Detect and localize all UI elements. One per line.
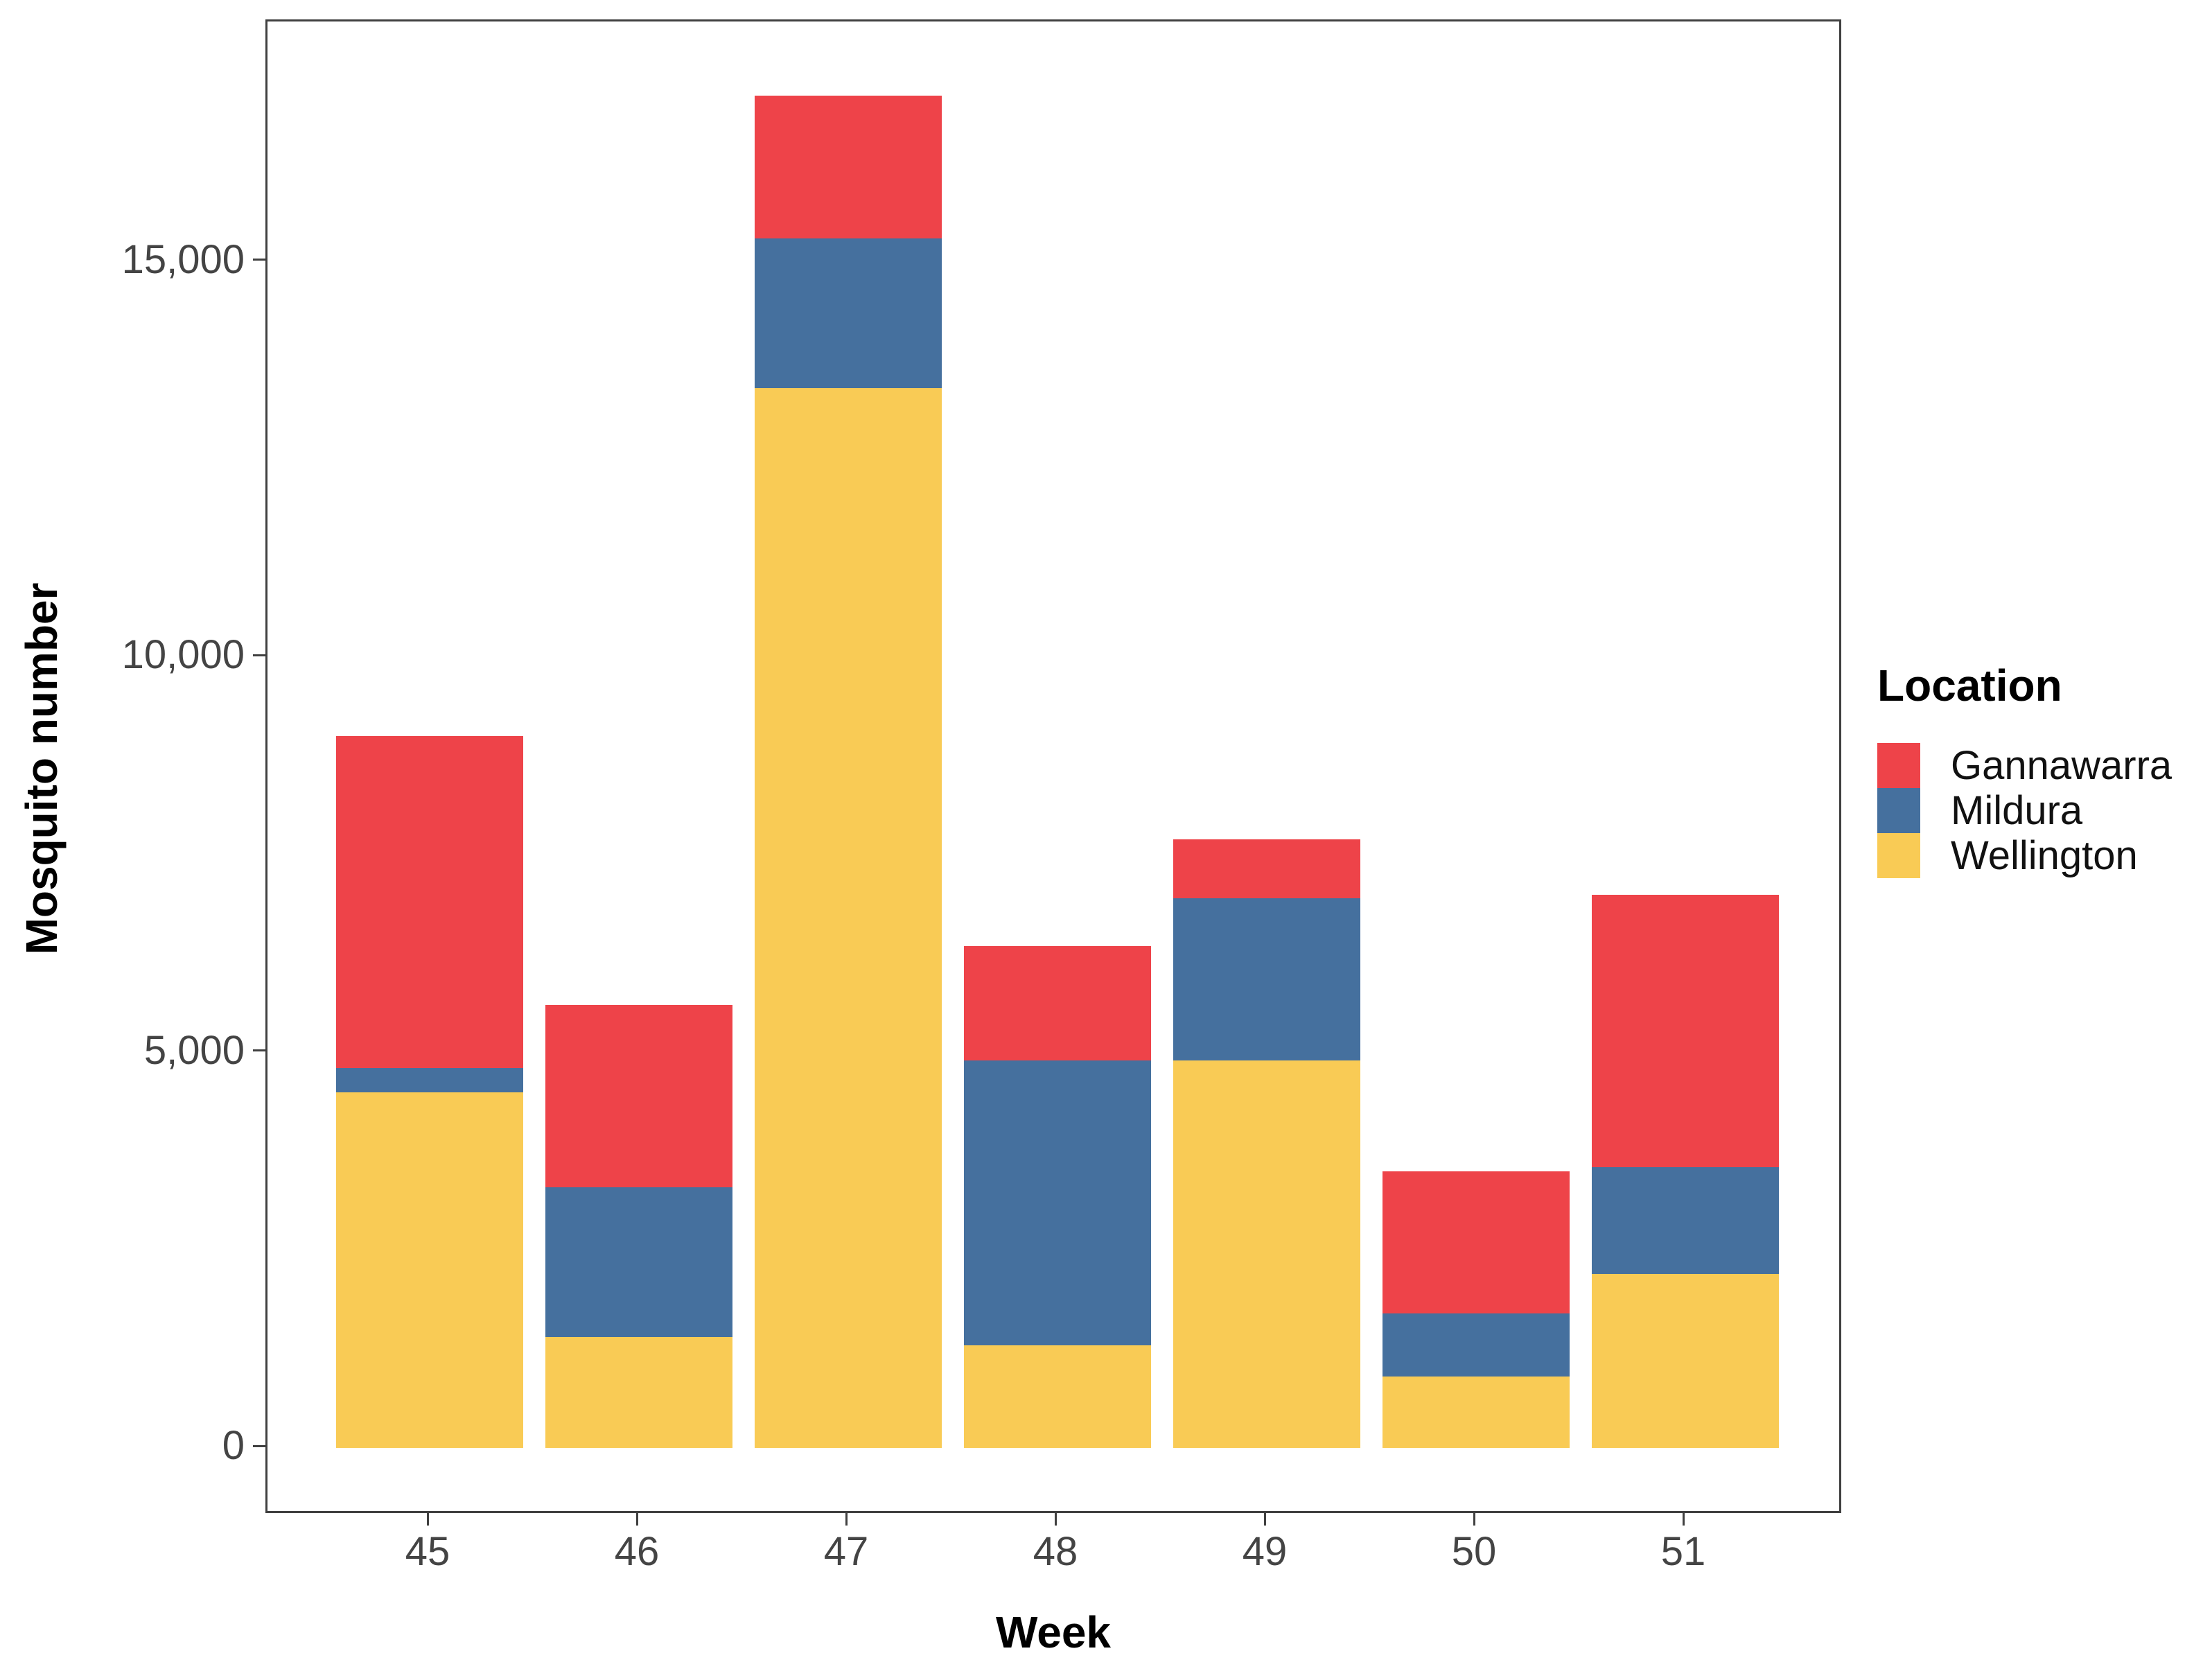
legend-swatch-wellington — [1877, 833, 1920, 878]
legend-entry-gannawarra: Gannawarra — [1877, 743, 2172, 788]
x-tick-mark — [426, 1513, 429, 1526]
bar-week-48-wellington — [964, 1345, 1151, 1448]
bar-week-47-mildura — [755, 238, 942, 389]
bar-week-46-wellington — [545, 1337, 732, 1448]
bar-week-47-wellington — [755, 388, 942, 1448]
y-axis-title: Mosquito number — [17, 582, 67, 955]
bar-week-51-wellington — [1592, 1274, 1779, 1448]
bar-week-51-gannawarra — [1592, 894, 1779, 1168]
plot-panel — [265, 19, 1841, 1513]
y-tick-mark — [253, 1444, 265, 1447]
y-tick-mark — [253, 654, 265, 656]
bar-week-49-gannawarra — [1173, 839, 1360, 899]
legend-label-wellington: Wellington — [1951, 833, 2138, 878]
bar-week-45-wellington — [336, 1092, 523, 1448]
bar-week-49-wellington — [1173, 1060, 1360, 1448]
x-tick-mark — [1682, 1513, 1685, 1526]
legend-swatch-mildura — [1877, 788, 1920, 833]
bar-week-47-gannawarra — [755, 96, 942, 238]
bar-week-50-gannawarra — [1382, 1171, 1570, 1314]
x-tick-label-46: 46 — [614, 1529, 660, 1574]
y-tick-mark — [253, 259, 265, 261]
x-axis-title: Week — [995, 1607, 1112, 1657]
bar-week-46-mildura — [545, 1187, 732, 1338]
x-tick-mark — [635, 1513, 638, 1526]
legend-entry-mildura: Mildura — [1877, 788, 2172, 833]
legend-label-gannawarra: Gannawarra — [1951, 743, 2172, 788]
y-tick-label-0: 0 — [222, 1423, 245, 1468]
bar-week-51-mildura — [1592, 1167, 1779, 1275]
bar-week-45-mildura — [336, 1068, 523, 1092]
y-tick-label-15000: 15,000 — [121, 236, 245, 282]
x-tick-label-51: 51 — [1660, 1529, 1706, 1574]
bar-week-50-mildura — [1382, 1313, 1570, 1377]
bar-week-46-gannawarra — [545, 1005, 732, 1187]
x-tick-label-48: 48 — [1033, 1529, 1078, 1574]
x-tick-mark — [1054, 1513, 1057, 1526]
y-tick-label-10000: 10,000 — [121, 632, 245, 678]
bar-week-49-mildura — [1173, 898, 1360, 1061]
y-tick-label-5000: 5,000 — [143, 1027, 245, 1073]
bar-week-50-wellington — [1382, 1377, 1570, 1448]
x-tick-label-50: 50 — [1451, 1529, 1497, 1574]
bar-week-45-gannawarra — [336, 736, 523, 1069]
x-tick-label-49: 49 — [1242, 1529, 1288, 1574]
x-tick-mark — [1473, 1513, 1475, 1526]
x-tick-label-45: 45 — [405, 1529, 450, 1574]
legend-title: Location — [1877, 661, 2062, 710]
bar-week-48-gannawarra — [964, 945, 1151, 1061]
bar-week-48-mildura — [964, 1060, 1151, 1345]
legend-entries: Gannawarra Mildura Wellington — [1877, 743, 2172, 878]
legend-swatch-gannawarra — [1877, 743, 1920, 788]
x-tick-mark — [845, 1513, 848, 1526]
legend-entry-wellington: Wellington — [1877, 833, 2172, 878]
x-tick-mark — [1263, 1513, 1266, 1526]
legend-label-mildura: Mildura — [1951, 788, 2083, 833]
legend: Location Gannawarra Mildura Wellington — [1877, 660, 2172, 878]
x-tick-label-47: 47 — [823, 1529, 869, 1574]
y-tick-mark — [253, 1049, 265, 1052]
